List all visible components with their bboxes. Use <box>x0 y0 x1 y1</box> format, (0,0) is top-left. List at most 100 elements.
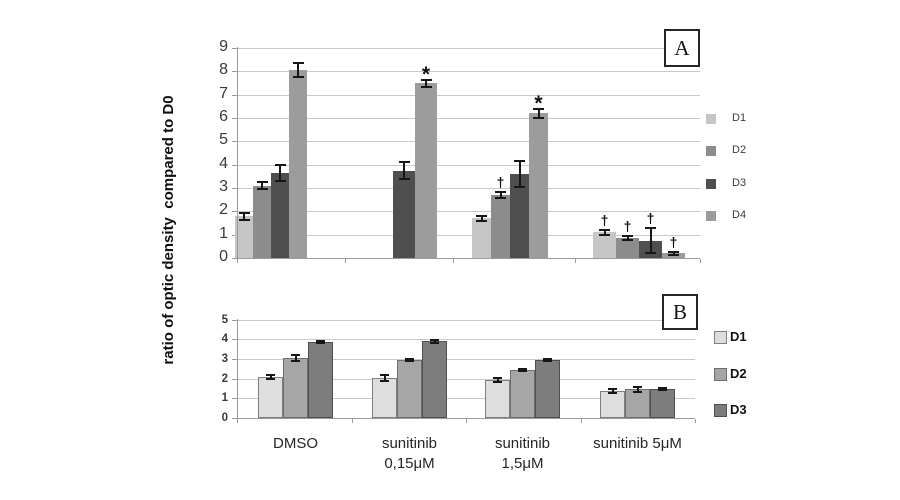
bar <box>283 357 308 418</box>
x-axis-tick <box>351 419 353 423</box>
y-axis-tick <box>232 378 237 380</box>
gridline <box>237 234 700 236</box>
error-bar <box>297 63 299 78</box>
gridline <box>237 188 700 189</box>
bar <box>393 170 415 258</box>
y-tick-label: 1 <box>219 224 228 242</box>
bar <box>510 174 529 258</box>
error-bar-cap-bottom <box>645 252 656 255</box>
error-bar-cap-bottom <box>380 379 389 382</box>
error-bar <box>279 164 281 181</box>
x-category-label-line: DMSO <box>273 435 318 452</box>
gridline <box>237 141 700 143</box>
error-bar-cap-bottom <box>622 239 633 242</box>
bar <box>535 359 560 418</box>
error-bar-cap-top <box>533 107 544 110</box>
error-bar <box>243 212 245 220</box>
significance-star: * <box>421 62 431 86</box>
error-bar-cap-top <box>518 367 527 370</box>
error-bar-cap-bottom <box>514 185 525 188</box>
error-bar-cap-top <box>398 161 410 164</box>
error-bar-cap-bottom <box>599 233 610 236</box>
error-bar-cap-top <box>668 250 679 253</box>
error-bar-cap-bottom <box>398 177 410 180</box>
error-bar-cap-top <box>292 62 304 65</box>
y-axis-tick <box>232 188 237 189</box>
bar <box>253 185 271 258</box>
y-tick-label: 5 <box>219 131 228 149</box>
x-axis-tick <box>575 259 576 263</box>
error-bar-cap-top <box>633 386 642 389</box>
bar <box>491 195 510 258</box>
error-bar-cap-top <box>645 226 656 229</box>
x-axis-line <box>237 258 700 259</box>
error-bar-cap-bottom <box>608 392 617 395</box>
error-bar-cap-top <box>291 353 300 356</box>
error-bar-cap-bottom <box>405 360 414 363</box>
gridline <box>237 48 700 49</box>
error-bar <box>626 236 629 241</box>
bar <box>308 342 333 418</box>
error-bar-cap-bottom <box>495 196 506 199</box>
bar <box>397 359 422 418</box>
error-bar-cap-bottom <box>633 390 642 393</box>
significance-dagger: † <box>646 209 655 226</box>
error-bar <box>649 227 652 254</box>
bar <box>625 389 650 418</box>
error-bar <box>433 339 436 343</box>
y-axis-tick <box>232 94 237 96</box>
y-tick-label: 0 <box>221 412 228 424</box>
gridline <box>237 118 700 119</box>
x-axis-tick <box>466 419 467 423</box>
gridline <box>237 398 695 400</box>
error-bar <box>537 108 540 118</box>
bar <box>593 232 616 258</box>
significance-dagger: † <box>496 174 505 191</box>
y-tick-label: 1 <box>221 392 228 405</box>
error-bar-cap-top <box>274 163 286 166</box>
gridline <box>237 378 695 380</box>
error-bar-cap-top <box>599 229 610 231</box>
error-bar <box>294 354 297 361</box>
bar <box>600 391 625 418</box>
gridline <box>237 71 700 73</box>
error-bar <box>425 79 427 87</box>
error-bar-cap-top <box>316 340 325 343</box>
error-bar <box>261 182 263 190</box>
x-category-label-line: 0,15μM <box>384 455 435 472</box>
gridline <box>237 164 700 166</box>
y-axis-tick <box>232 164 237 166</box>
error-bar <box>269 374 272 379</box>
x-category-label-line: sunitinib 5μM <box>593 435 682 452</box>
x-category-label: sunitinib 5μM <box>573 434 703 454</box>
x-axis-tick <box>453 259 454 263</box>
y-axis-line <box>237 47 238 262</box>
y-tick-label: 7 <box>219 84 228 102</box>
error-bar-cap-top <box>430 338 439 341</box>
x-category-label-line: sunitinib <box>494 435 551 452</box>
bar <box>485 379 510 418</box>
y-axis-line <box>237 318 238 422</box>
error-bar-cap-bottom <box>430 341 439 344</box>
x-category-label-line: 1,5μM <box>501 455 544 472</box>
error-bar-cap-bottom <box>274 180 286 182</box>
y-tick-label: 2 <box>219 201 228 219</box>
y-axis-tick <box>232 398 237 400</box>
y-axis-tick <box>232 258 237 259</box>
x-axis-tick <box>345 259 346 263</box>
y-axis-tick <box>232 211 237 213</box>
y-tick-label: 8 <box>219 61 228 79</box>
y-tick-label: 4 <box>219 154 228 172</box>
x-category-label-line: sunitinib <box>381 435 438 452</box>
error-bar-cap-bottom <box>292 76 304 79</box>
panel-b-box: B <box>662 294 698 330</box>
error-bar-cap-top <box>543 357 552 360</box>
bar <box>616 238 639 258</box>
gridline <box>237 211 700 213</box>
error-bar-cap-bottom <box>543 359 552 362</box>
gridline <box>237 358 695 360</box>
error-bar <box>408 358 411 362</box>
error-bar-cap-bottom <box>316 342 325 345</box>
